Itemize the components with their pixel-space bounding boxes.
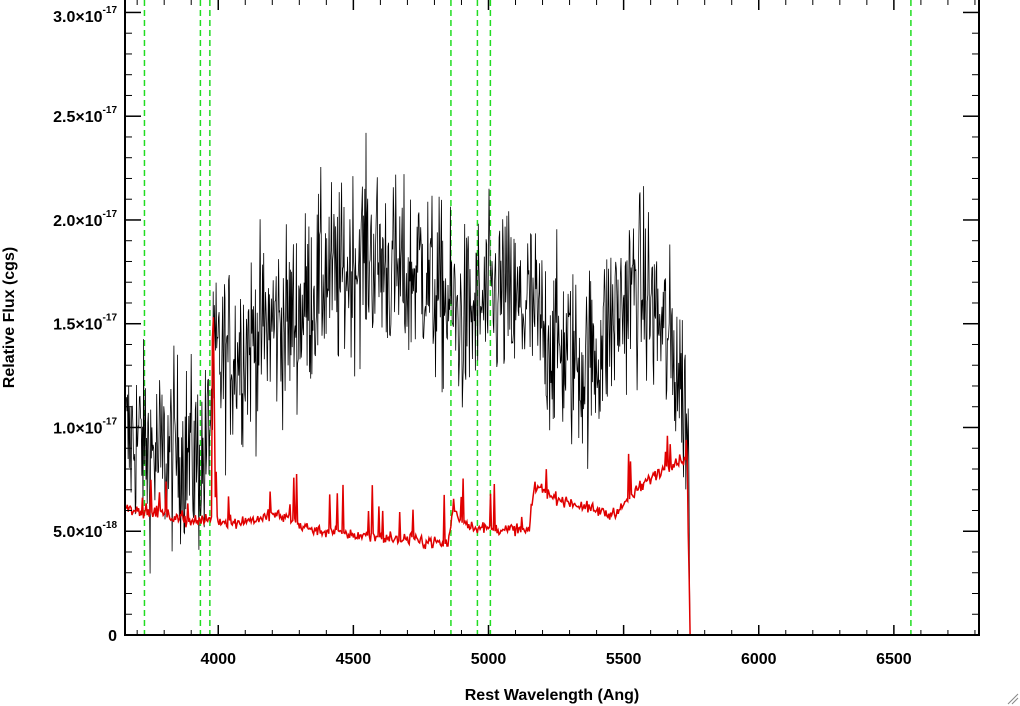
x-axis: 4000 4500 5000 5500 6000 6500 <box>136 0 976 668</box>
y-tick-label: 3.0×10-17 <box>53 5 117 26</box>
x-tick-label: 6000 <box>741 651 777 668</box>
y-tick-label: 1.5×10-17 <box>53 313 117 334</box>
y-tick-label: 2.0×10-17 <box>53 209 117 230</box>
plot-frame <box>124 0 980 636</box>
x-tick-label: 4500 <box>336 651 372 668</box>
y-tick-label: 5.0×10-18 <box>53 520 117 541</box>
series-layer <box>125 132 979 636</box>
x-tick-label: 4000 <box>200 651 236 668</box>
y-axis: 0 5.0×10-18 1.0×10-17 1.5×10-17 2.0×10-17 2.5… <box>53 5 979 645</box>
emission-line-markers <box>143 0 912 635</box>
x-tick-label: 6500 <box>876 651 912 668</box>
x-axis-title: Rest Wavelength (Ang) <box>465 687 640 704</box>
flux-series-line <box>126 132 979 636</box>
y-axis-title: Relative Flux (cgs) <box>1 247 18 388</box>
x-tick-label: 5500 <box>606 651 642 668</box>
y-tick-label: 1.0×10-17 <box>53 416 117 437</box>
y-tick-label: 0 <box>108 628 117 645</box>
resize-grip-icon[interactable] <box>1007 693 1019 705</box>
y-tick-label: 2.5×10-17 <box>53 105 117 126</box>
x-tick-label: 5000 <box>471 651 507 668</box>
